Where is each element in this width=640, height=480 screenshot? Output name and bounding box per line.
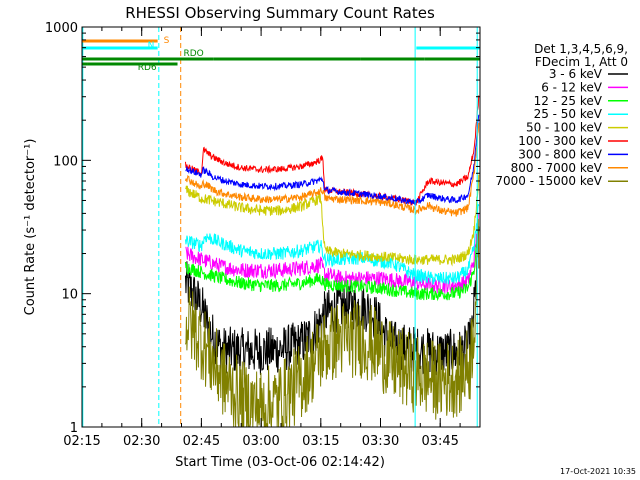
series-line-8 [184, 123, 480, 217]
y-tick-label: 100 [53, 154, 78, 169]
series-group [184, 95, 480, 428]
flag-bars: SN RDO RD6 [82, 36, 480, 73]
series-line-3 [184, 226, 480, 302]
y-tick-label: 1 [70, 421, 78, 436]
series-line-9 [184, 218, 480, 428]
legend-label-6: 100 - 300 keV [518, 134, 602, 148]
y-tick-label: 10 [61, 288, 78, 303]
x-axis-label: Start Time (03-Oct-06 02:14:42) [175, 455, 385, 470]
flag-rdo-label: RDO [183, 49, 203, 59]
x-tick-label: 03:30 [362, 434, 399, 449]
flag-rd6-label: RD6 [138, 63, 157, 73]
x-tick-label: 02:15 [63, 434, 100, 449]
flag-n-label: N [148, 41, 155, 51]
legend-label-1: 3 - 6 keV [549, 67, 603, 81]
legend-header-line-1: Det 1,3,4,5,6,9, [534, 42, 628, 56]
y-axis-label: Count Rate (s⁻¹ detector⁻¹) [23, 139, 38, 316]
series-line-4 [184, 204, 480, 285]
x-tick-label: 03:45 [421, 434, 458, 449]
series-line-7 [185, 114, 480, 207]
chart-title: RHESSI Observing Summary Count Rates [125, 4, 435, 22]
flag-s-label: S [164, 36, 170, 46]
y-axis: 1 10 100 1000 [45, 21, 480, 436]
y-tick-label: 1000 [45, 21, 78, 36]
legend-label-5: 50 - 100 keV [526, 121, 603, 135]
x-tick-label: 03:00 [242, 434, 279, 449]
legend-header-line-2: FDecim 1, Att 0 [535, 55, 628, 69]
x-tick-label: 03:15 [302, 434, 339, 449]
x-axis: 02:15 02:30 02:45 03:00 03:15 03:30 03:45 [63, 27, 481, 449]
legend-label-3: 12 - 25 keV [534, 94, 603, 108]
legend-label-4: 25 - 50 keV [534, 107, 603, 121]
vertical-markers [82, 27, 478, 427]
legend-label-9: 7000 - 15000 keV [495, 174, 602, 188]
legend-label-8: 800 - 7000 keV [511, 161, 603, 175]
series-line-1 [184, 227, 480, 376]
series-line-5 [185, 174, 480, 267]
legend-label-2: 6 - 12 keV [541, 80, 603, 94]
timestamp: 17-Oct-2021 10:35 [560, 467, 636, 476]
x-tick-label: 02:30 [123, 434, 160, 449]
x-tick-label: 02:45 [183, 434, 220, 449]
legend-label-7: 300 - 800 keV [518, 147, 602, 161]
